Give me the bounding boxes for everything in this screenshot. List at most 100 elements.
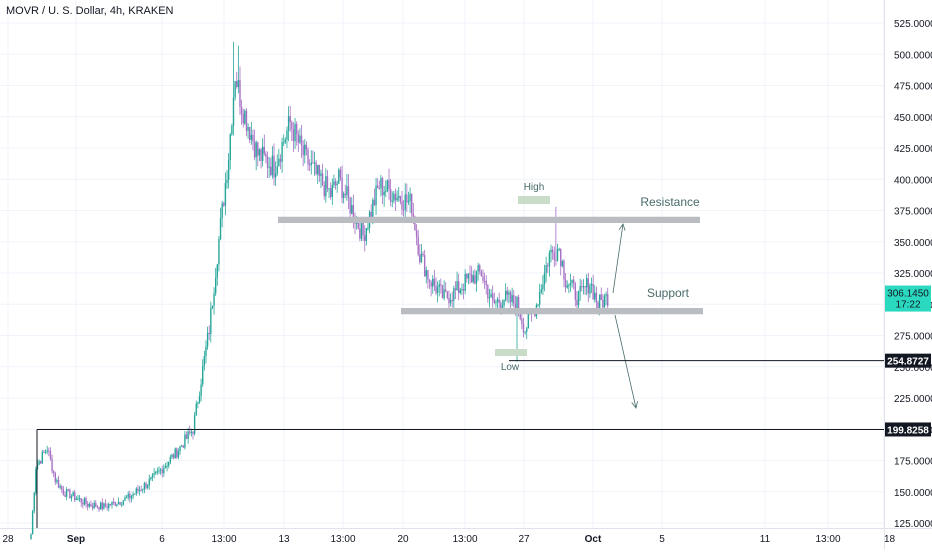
candle-body: [553, 252, 555, 260]
up-arrow-head: [618, 223, 626, 231]
candle-body: [485, 280, 487, 286]
resistance-zone: [278, 216, 700, 223]
candle-body: [555, 259, 557, 261]
candle-body: [52, 471, 55, 474]
candle-body: [302, 145, 304, 156]
y-tick-label: 475.0000: [894, 82, 932, 93]
candle-body: [326, 176, 329, 189]
y-tick-label: 375.0000: [894, 207, 932, 218]
candle-body: [279, 158, 282, 162]
candle-body: [244, 110, 246, 124]
candle-body: [245, 110, 248, 131]
candle-body: [197, 402, 199, 404]
candle-body: [127, 493, 129, 498]
candle-body: [91, 506, 94, 509]
candle-body: [85, 498, 87, 504]
candle-body: [365, 228, 368, 241]
candle-body: [129, 493, 131, 499]
candle-body: [483, 280, 486, 282]
candle-body: [260, 149, 262, 161]
candle-body: [585, 278, 588, 288]
candle-body: [133, 493, 136, 495]
candle-body: [286, 130, 288, 140]
level-badge-text: 254.8727: [887, 357, 929, 368]
candle-body: [325, 176, 327, 197]
candle-body: [428, 279, 431, 283]
candle-body: [179, 446, 181, 452]
candle-body: [122, 500, 125, 505]
candle-body: [148, 479, 150, 486]
candle-body: [573, 279, 575, 284]
down-arrow: [614, 314, 637, 409]
candle-body: [151, 474, 154, 477]
candle-body: [474, 275, 476, 284]
candle-body: [607, 294, 609, 307]
candle-body: [393, 193, 395, 201]
candle-body: [295, 123, 298, 135]
candle-body: [219, 218, 222, 240]
candle-body: [155, 471, 157, 474]
candle-body: [320, 173, 322, 176]
candle-body: [226, 179, 228, 183]
candle-body: [454, 288, 457, 291]
candle-body: [321, 173, 324, 186]
candle-body: [72, 492, 74, 497]
candle-body: [399, 196, 402, 202]
candle-body: [333, 181, 335, 186]
candle-body: [261, 146, 264, 161]
high-marker-box: [518, 196, 550, 204]
down-arrow-head: [631, 401, 638, 409]
candle-body: [156, 471, 159, 473]
candle-body: [594, 292, 596, 300]
candle-body: [121, 504, 123, 506]
candle-body: [163, 468, 165, 474]
candle-body: [438, 284, 440, 288]
candle-body: [88, 504, 91, 507]
candle-body: [146, 485, 149, 488]
candle-body: [61, 486, 63, 490]
candle-body: [232, 97, 235, 126]
candle-body: [330, 188, 332, 197]
candle-body: [360, 221, 363, 239]
candle-body: [422, 253, 424, 256]
candle-body: [271, 155, 274, 176]
candle-body: [57, 480, 60, 488]
candle-body: [357, 219, 359, 229]
candle-body: [492, 293, 494, 300]
candle-body: [560, 248, 562, 267]
candle-body: [432, 278, 434, 287]
candle-body: [268, 166, 270, 168]
candle-body: [41, 451, 44, 464]
x-tick-label: Sep: [67, 534, 85, 545]
candle-body: [299, 135, 301, 143]
candle-body: [480, 271, 483, 277]
candle-body: [172, 454, 175, 459]
candle-body: [435, 285, 437, 293]
candle-body: [526, 328, 528, 332]
candle-body: [54, 473, 56, 482]
y-tick-label: 150.0000: [894, 488, 932, 499]
candle-body: [236, 81, 238, 87]
candle-body: [44, 451, 47, 453]
candle-body: [190, 431, 193, 433]
candle-body: [308, 164, 311, 166]
candle-body: [187, 431, 189, 439]
x-tick-label: 13:00: [815, 534, 840, 545]
candle-body: [415, 230, 418, 237]
y-tick-label: 225.0000: [894, 394, 932, 405]
candle-body: [106, 506, 108, 508]
candle-body: [125, 497, 128, 499]
high-label: High: [524, 182, 545, 193]
candle-body: [176, 448, 178, 458]
candle-body: [551, 249, 554, 253]
candle-body: [449, 299, 452, 304]
candle-body: [93, 502, 95, 509]
candle-body: [396, 197, 398, 201]
candle-body: [490, 293, 492, 298]
candle-body: [239, 80, 241, 108]
candle-body: [364, 235, 366, 241]
candle-body: [331, 185, 334, 197]
candle-body: [542, 284, 544, 290]
